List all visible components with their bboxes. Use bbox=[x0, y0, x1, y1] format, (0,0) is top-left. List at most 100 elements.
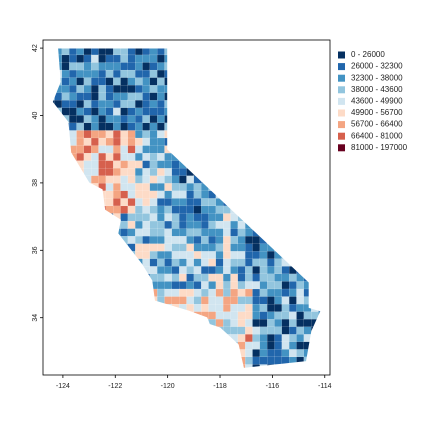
region bbox=[303, 114, 312, 123]
legend-label: 43600 - 49900 bbox=[351, 97, 403, 106]
region bbox=[208, 122, 217, 131]
region bbox=[157, 348, 165, 358]
region bbox=[83, 333, 92, 342]
region bbox=[267, 160, 275, 169]
region bbox=[223, 69, 231, 78]
region bbox=[311, 235, 319, 244]
region bbox=[318, 114, 321, 123]
region bbox=[171, 114, 180, 123]
region bbox=[289, 318, 297, 327]
legend-label: 32300 - 38000 bbox=[351, 73, 403, 82]
region bbox=[113, 341, 121, 350]
region bbox=[120, 364, 129, 369]
region bbox=[296, 280, 305, 290]
region bbox=[281, 129, 290, 139]
region bbox=[157, 197, 165, 207]
region bbox=[245, 341, 253, 350]
region bbox=[318, 190, 321, 199]
region bbox=[61, 273, 70, 282]
region bbox=[171, 122, 180, 131]
region bbox=[142, 69, 151, 78]
region bbox=[52, 356, 55, 365]
region bbox=[83, 197, 92, 207]
region bbox=[61, 160, 70, 169]
region bbox=[274, 114, 283, 123]
region bbox=[274, 54, 283, 63]
region bbox=[157, 160, 165, 169]
region bbox=[179, 167, 187, 176]
region bbox=[303, 288, 312, 297]
region bbox=[186, 62, 195, 71]
region bbox=[164, 341, 173, 350]
region bbox=[208, 54, 217, 63]
region bbox=[245, 99, 253, 108]
region bbox=[105, 54, 114, 63]
region bbox=[281, 84, 290, 93]
region bbox=[237, 69, 246, 78]
region bbox=[296, 62, 305, 71]
region bbox=[105, 228, 114, 237]
region bbox=[149, 167, 158, 176]
region bbox=[215, 348, 224, 358]
region bbox=[230, 190, 239, 199]
region bbox=[252, 280, 261, 290]
legend-swatch bbox=[338, 132, 345, 140]
region bbox=[105, 213, 114, 222]
region bbox=[54, 160, 63, 169]
region bbox=[179, 54, 187, 63]
region bbox=[245, 92, 253, 101]
region bbox=[230, 114, 239, 123]
region bbox=[303, 84, 312, 93]
region bbox=[215, 54, 224, 63]
region bbox=[127, 356, 136, 365]
region bbox=[164, 137, 173, 146]
region bbox=[281, 228, 290, 237]
region bbox=[164, 152, 173, 161]
region bbox=[135, 243, 143, 252]
region bbox=[157, 205, 165, 214]
region bbox=[98, 341, 107, 350]
region bbox=[215, 152, 224, 161]
region bbox=[245, 54, 253, 63]
choropleth bbox=[52, 39, 321, 369]
region bbox=[311, 288, 319, 297]
region bbox=[120, 288, 129, 297]
region bbox=[61, 77, 70, 86]
region bbox=[237, 326, 246, 335]
y-tick-label: 34 bbox=[32, 314, 39, 322]
region bbox=[91, 250, 99, 259]
region bbox=[179, 107, 187, 116]
region bbox=[186, 348, 195, 358]
region bbox=[120, 318, 129, 327]
region bbox=[252, 197, 261, 207]
region bbox=[179, 129, 187, 139]
region bbox=[69, 39, 77, 47]
region bbox=[105, 250, 114, 259]
legend-swatch bbox=[338, 121, 345, 129]
region bbox=[142, 107, 151, 116]
region bbox=[83, 296, 92, 305]
region bbox=[52, 69, 55, 78]
region bbox=[274, 348, 283, 358]
region bbox=[164, 273, 173, 282]
region bbox=[142, 250, 151, 259]
region bbox=[186, 167, 195, 176]
region bbox=[69, 99, 77, 108]
region bbox=[157, 39, 165, 47]
region bbox=[201, 348, 209, 358]
region bbox=[120, 54, 129, 63]
region bbox=[303, 318, 312, 327]
region bbox=[259, 228, 268, 237]
region bbox=[303, 129, 312, 139]
region bbox=[164, 99, 173, 108]
region bbox=[201, 39, 209, 47]
region bbox=[230, 288, 239, 297]
region bbox=[223, 341, 231, 350]
region bbox=[303, 235, 312, 244]
region bbox=[149, 333, 158, 342]
region bbox=[281, 145, 290, 154]
region bbox=[245, 205, 253, 214]
region bbox=[289, 341, 297, 350]
region bbox=[91, 348, 99, 358]
region bbox=[120, 296, 129, 305]
